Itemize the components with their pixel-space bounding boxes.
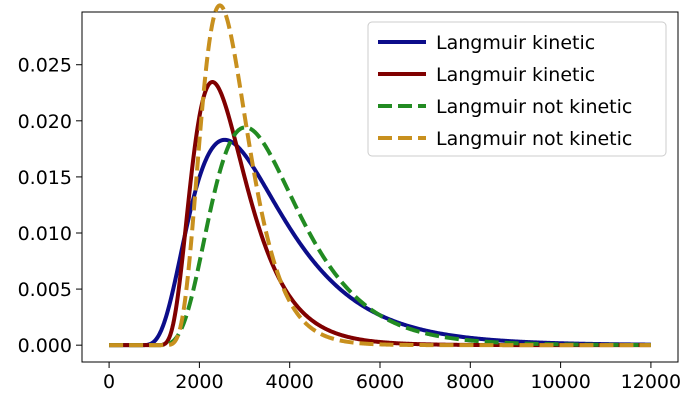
legend-label-2: Langmuir kinetic	[436, 64, 595, 86]
x-tick-label: 6000	[356, 371, 404, 393]
axes: 0 2000 4000 6000 8000 10000 12000 0.000 0.005 0.0…	[18, 11, 681, 393]
x-tick-label: 0	[103, 371, 115, 393]
y-tick-label: 0.020	[18, 111, 72, 133]
legend-label-3: Langmuir not kinetic	[436, 96, 632, 118]
x-tick-label: 12000	[621, 371, 681, 393]
plot-series	[107, 3, 653, 348]
y-tick-label: 0.000	[18, 335, 72, 357]
legend: Langmuir kinetic Langmuir kinetic Langmuir…	[367, 21, 667, 157]
y-tick-label: 0.015	[18, 167, 72, 189]
y-tick-label: 0.010	[18, 223, 72, 245]
legend-label-1: Langmuir kinetic	[436, 32, 595, 54]
x-tick-label: 10000	[530, 371, 590, 393]
x-tick-label: 2000	[175, 371, 223, 393]
y-tick-label: 0.025	[18, 55, 72, 77]
x-tick-label: 8000	[446, 371, 494, 393]
series-line-4	[107, 3, 653, 348]
legend-label-4: Langmuir not kinetic	[436, 128, 632, 150]
y-tick-label: 0.005	[18, 279, 72, 301]
series-line-3	[107, 125, 653, 348]
legend-box	[367, 21, 667, 157]
x-tick-label: 4000	[266, 371, 314, 393]
